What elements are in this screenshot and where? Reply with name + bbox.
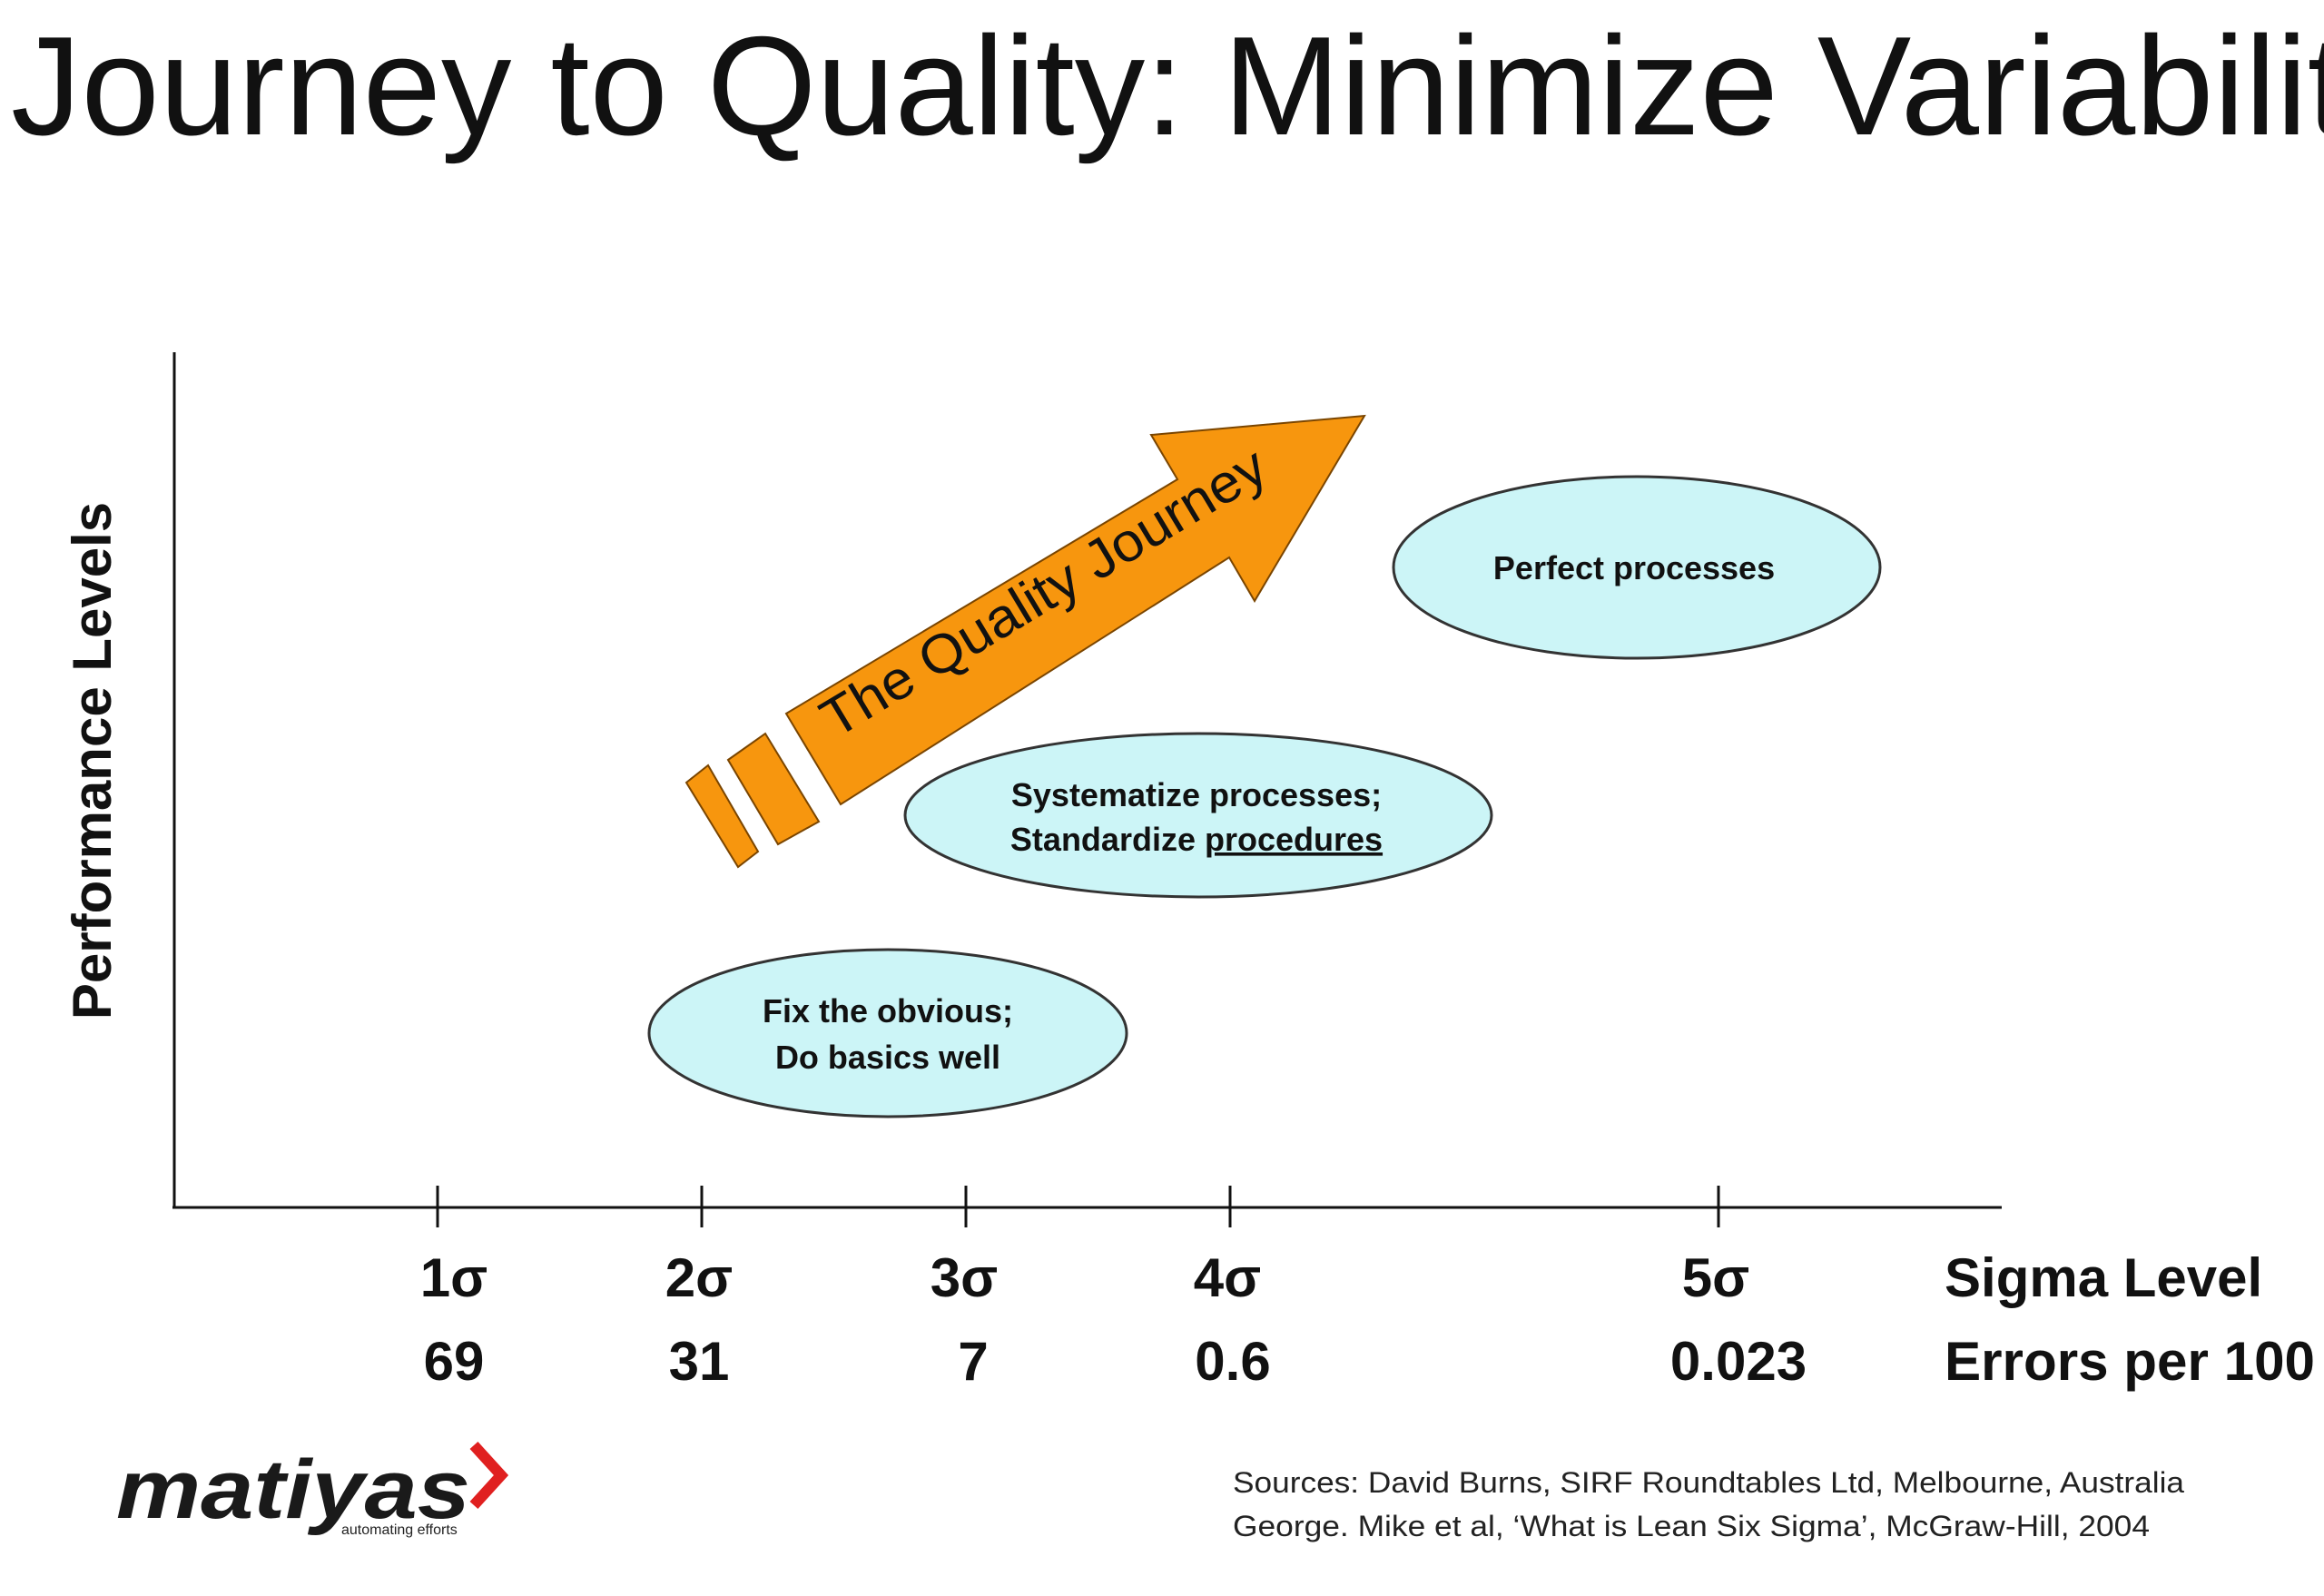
bubble-perfect: Perfect processes bbox=[1392, 475, 1882, 660]
bubble-shape bbox=[1392, 475, 1882, 660]
sigma-tick-label: 1σ bbox=[420, 1247, 487, 1308]
slide-title: Journey to Quality: Minimize Variability bbox=[11, 7, 2324, 164]
bubble-shape bbox=[647, 948, 1128, 1118]
sigma-tick-label: 2σ bbox=[665, 1247, 733, 1308]
bubble-text-line: Systematize processes; bbox=[1011, 776, 1382, 813]
bubble-text-prefix: Standardize bbox=[1010, 821, 1205, 858]
sigma-tick-label: 4σ bbox=[1194, 1247, 1261, 1308]
sigma-level-row-label: Sigma Level bbox=[1945, 1247, 2262, 1308]
errors-tick-label: 0.023 bbox=[1670, 1331, 1807, 1392]
bubble-text-underlined: procedures bbox=[1205, 821, 1383, 858]
axes bbox=[172, 352, 2002, 1227]
bubble-systematize: Systematize processes; Standardize proce… bbox=[903, 732, 1493, 899]
errors-row-label: Errors per 100 bbox=[1945, 1331, 2315, 1392]
arrow-label: The Quality Journey bbox=[810, 436, 1277, 750]
y-axis-label: Performance Levels bbox=[62, 502, 123, 1020]
errors-tick-label: 69 bbox=[424, 1331, 485, 1392]
sigma-tick-label: 3σ bbox=[931, 1247, 998, 1308]
arrow-dash-small bbox=[684, 764, 760, 869]
source-line: George. Mike et al, ‘What is Lean Six Si… bbox=[1233, 1510, 2150, 1542]
bubble-text-line: Fix the obvious; bbox=[763, 992, 1013, 1030]
bubble-shape bbox=[903, 732, 1493, 899]
bubble-fix-obvious: Fix the obvious; Do basics well bbox=[647, 948, 1128, 1118]
arrow-body bbox=[784, 414, 1366, 806]
matiyas-logo: matiyas automating efforts bbox=[116, 1441, 509, 1538]
bubble-text-line: Standardize procedures bbox=[1010, 821, 1383, 858]
logo-wordmark: matiyas bbox=[116, 1443, 470, 1536]
errors-tick-label: 0.6 bbox=[1195, 1331, 1270, 1392]
logo-chevron-icon bbox=[469, 1441, 509, 1510]
bubble-text-line: Do basics well bbox=[775, 1039, 1000, 1076]
errors-tick-label: 7 bbox=[958, 1331, 988, 1392]
errors-tick-label: 31 bbox=[669, 1331, 730, 1392]
logo-tagline: automating efforts bbox=[341, 1522, 458, 1538]
arrow-dash-large bbox=[726, 732, 821, 846]
sigma-tick-label: 5σ bbox=[1682, 1247, 1749, 1308]
source-line: Sources: David Burns, SIRF Roundtables L… bbox=[1233, 1466, 2184, 1499]
tick-labels: 1σ 2σ 3σ 4σ 5σ 69 31 7 0.6 0.023 Sigma L… bbox=[420, 1247, 2315, 1392]
sources: Sources: David Burns, SIRF Roundtables L… bbox=[1233, 1466, 2184, 1542]
bubble-text-line: Perfect processes bbox=[1493, 549, 1775, 586]
